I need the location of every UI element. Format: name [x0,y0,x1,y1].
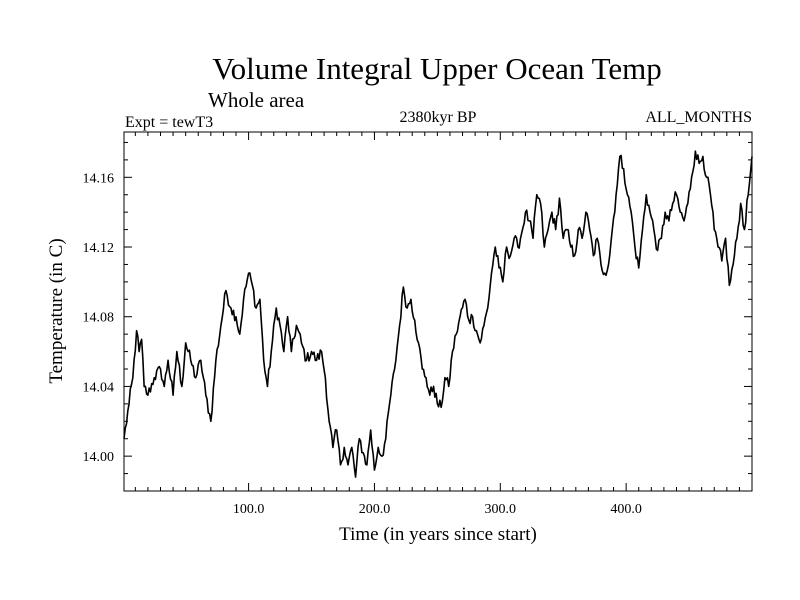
x-axis-label: Time (in years since start) [339,524,537,545]
y-tick-label: 14.12 [83,241,115,256]
axis-ticks [124,132,752,492]
y-tick-label: 14.00 [83,450,115,465]
plot-frame [123,131,753,492]
y-tick-label: 14.08 [83,311,115,326]
y-axis-label: Temperature (in C) [46,238,67,383]
y-tick-label: 14.04 [83,380,115,395]
axis-tick-labels: 100.0 200.0 300.0 400.0 14.00 14.04 14.08 14.12… [83,171,642,517]
chart-title: Volume Integral Upper Ocean Temp [212,51,662,86]
x-tick-label: 400.0 [610,502,642,517]
y-tick-label: 14.16 [83,171,115,186]
temperature-series-line [123,150,753,478]
chart-subtitle: Whole area [208,88,305,112]
x-tick-label: 300.0 [485,502,517,517]
months-label: ALL_MONTHS [645,109,752,126]
x-tick-label: 200.0 [359,502,391,517]
x-tick-label: 100.0 [233,502,265,517]
experiment-label: Expt = tewT3 [125,114,213,131]
period-center-label: 2380kyr BP [400,109,477,126]
